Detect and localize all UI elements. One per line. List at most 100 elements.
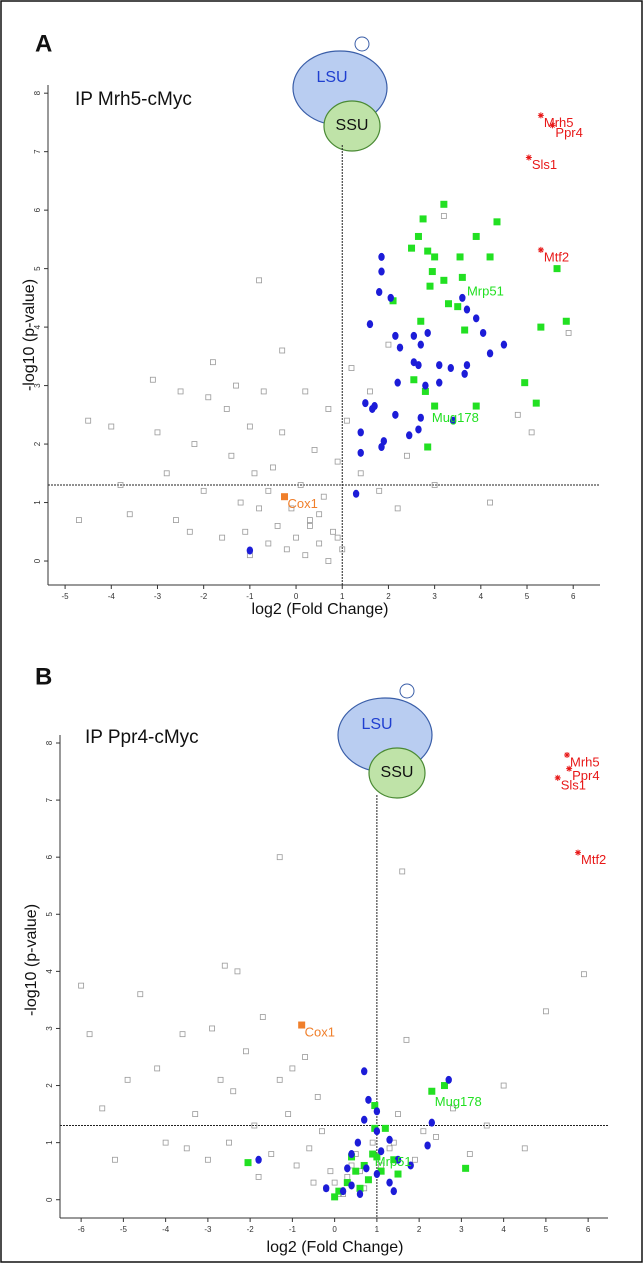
x-tick-label: 5 [525, 592, 530, 601]
x-tick-label: 4 [501, 1225, 506, 1234]
point [327, 1168, 334, 1175]
point [456, 253, 464, 261]
point [462, 1164, 470, 1172]
annotation: Mug178 [432, 410, 479, 425]
point [246, 546, 254, 555]
point [461, 369, 468, 378]
point [431, 482, 438, 488]
point [528, 429, 535, 436]
x-tick-label: -4 [108, 592, 116, 601]
x-tick-label: -2 [247, 1225, 255, 1234]
point [422, 381, 429, 390]
y-tick-label: 1 [33, 500, 42, 505]
point [270, 464, 276, 471]
x-tick-label: 2 [417, 1225, 422, 1234]
point [334, 534, 341, 541]
point [419, 215, 427, 223]
point [525, 154, 532, 161]
point [493, 218, 501, 226]
point [117, 482, 124, 488]
y-tick-label: 1 [45, 1140, 54, 1145]
point [387, 293, 394, 302]
point [486, 253, 494, 261]
point [361, 1115, 368, 1124]
point-label: Sls1 [561, 777, 586, 792]
point [565, 330, 572, 336]
x-tick-label: 6 [571, 592, 576, 601]
x-tick-label: -4 [162, 1225, 170, 1234]
point [362, 399, 369, 408]
point-label: Mtf2 [581, 852, 606, 867]
annotation: Mrp51 [375, 1154, 412, 1169]
point [369, 1139, 376, 1146]
point [154, 1065, 161, 1072]
point [389, 297, 397, 305]
point [276, 1076, 283, 1083]
point [369, 404, 376, 413]
point [466, 1151, 473, 1157]
point [302, 1054, 308, 1060]
point [251, 1122, 258, 1129]
point [445, 1075, 452, 1084]
point [230, 1088, 237, 1095]
point [463, 361, 471, 370]
point [521, 1145, 528, 1152]
point [463, 305, 471, 314]
point [307, 523, 313, 529]
point [228, 452, 235, 459]
point [325, 558, 332, 564]
point-label: Sls1 [532, 157, 557, 172]
ssu-label: SSU [381, 764, 414, 781]
point [331, 1193, 339, 1201]
point [436, 378, 443, 387]
point [331, 1179, 338, 1186]
y-tick-label: 2 [45, 1083, 54, 1088]
y-tick-label: 0 [45, 1197, 54, 1202]
y-tick-label: 7 [45, 797, 54, 802]
point [367, 388, 373, 395]
point [440, 1082, 448, 1090]
point [377, 1147, 385, 1156]
point [357, 448, 364, 457]
point [339, 546, 346, 553]
point [76, 517, 82, 523]
point [549, 122, 556, 129]
point [500, 340, 508, 349]
point [322, 1184, 330, 1193]
point [414, 232, 422, 240]
x-tick-label: 6 [586, 1225, 591, 1234]
point [371, 1102, 379, 1110]
point [415, 425, 422, 434]
point [440, 200, 448, 208]
point [233, 382, 239, 389]
point [406, 431, 413, 440]
point [424, 443, 432, 451]
point [325, 406, 332, 412]
y-tick-label: 8 [45, 740, 54, 745]
point [344, 1173, 351, 1180]
point [288, 505, 295, 512]
ssu-label: SSU [336, 117, 369, 134]
point [378, 267, 385, 276]
x-tick-label: -2 [200, 592, 208, 601]
y-tick-label: 5 [33, 266, 42, 271]
point [186, 528, 193, 535]
point [392, 410, 399, 419]
x-tick-label: -5 [62, 592, 70, 601]
point [356, 1184, 364, 1192]
point [433, 1134, 439, 1140]
point [343, 417, 350, 424]
panel-title: IP Ppr4-cMyc [85, 727, 199, 748]
point [390, 1156, 398, 1164]
point [183, 1145, 190, 1152]
point-label: Cox1 [288, 496, 318, 511]
point [564, 751, 571, 758]
annotation: Mrp51 [467, 283, 504, 298]
point [335, 1187, 343, 1195]
x-axis-label: log2 (Fold Change) [252, 601, 389, 618]
point [279, 429, 286, 436]
point [364, 1176, 372, 1184]
point [204, 1156, 211, 1163]
